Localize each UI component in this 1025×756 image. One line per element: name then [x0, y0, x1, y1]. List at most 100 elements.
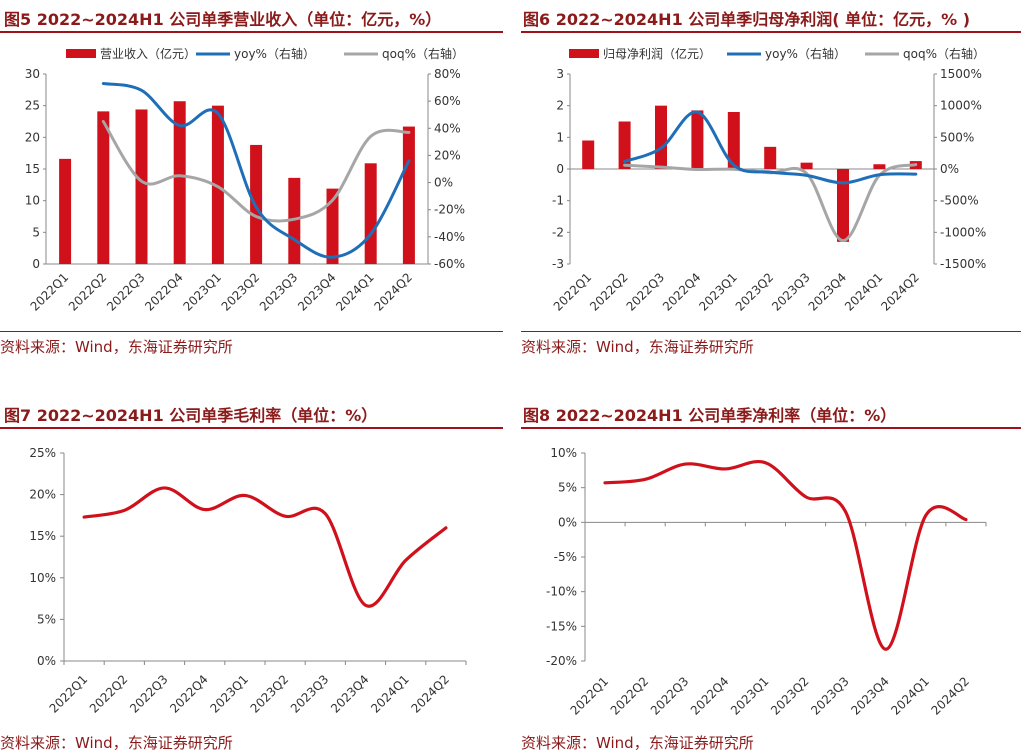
- legend-label: yoy%（右轴）: [765, 46, 846, 61]
- right-tick-label: 40%: [434, 121, 461, 135]
- right-tick-label: -60%: [434, 257, 465, 271]
- legend-label: qoq%（右轴）: [382, 46, 464, 61]
- bar: [873, 164, 886, 169]
- x-tick-label: 2022Q4: [660, 270, 704, 314]
- x-tick-label: 2023Q2: [768, 674, 812, 718]
- legend-label: qoq%（右轴）: [903, 46, 985, 61]
- legend-label: 归母净利润（亿元）: [603, 46, 711, 61]
- x-tick-label: 2024Q1: [888, 674, 932, 718]
- right-tick-label: 80%: [434, 67, 461, 81]
- x-tick-label: 2023Q2: [219, 270, 263, 314]
- right-tick-label: -500%: [940, 194, 979, 208]
- bar: [364, 163, 377, 264]
- left-tick-label: 3: [556, 67, 564, 81]
- x-tick-label: 2022Q3: [648, 674, 692, 718]
- left-tick-label: 2: [556, 99, 564, 113]
- left-tick-label: 25: [25, 99, 40, 113]
- bar: [135, 109, 148, 264]
- bar: [211, 105, 224, 265]
- right-tick-label: 0%: [434, 176, 453, 190]
- bar: [618, 121, 631, 169]
- x-tick-label: 2022Q1: [568, 674, 612, 718]
- x-tick-label: 2022Q2: [608, 674, 652, 718]
- x-tick-label: 2022Q3: [127, 672, 171, 716]
- legend-swatch-bar: [66, 49, 96, 58]
- legend-swatch-bar: [569, 49, 599, 58]
- y-tick-label: 25%: [29, 446, 56, 460]
- y-tick-label: 5%: [37, 612, 56, 626]
- x-tick-label: 2022Q1: [47, 672, 91, 716]
- x-tick-label: 2023Q2: [733, 270, 777, 314]
- y-tick-label: -20%: [546, 654, 577, 668]
- x-tick-label: 2023Q2: [248, 672, 292, 716]
- right-tick-label: 500%: [940, 130, 974, 144]
- left-tick-label: -3: [552, 257, 564, 271]
- y-tick-label: 5%: [558, 481, 577, 495]
- left-tick-label: -1: [552, 194, 564, 208]
- right-tick-label: 60%: [434, 94, 461, 108]
- y-tick-label: -10%: [546, 585, 577, 599]
- chart-title: 图8 2022~2024H1 公司单季净利率（单位：%）: [523, 406, 897, 425]
- x-tick-label: 2024Q2: [408, 672, 452, 716]
- series-line: [603, 460, 968, 651]
- left-tick-label: 0: [556, 162, 564, 176]
- right-tick-label: 0%: [940, 162, 959, 176]
- x-tick-label: 2024Q1: [333, 270, 377, 314]
- yoy-line: [623, 110, 918, 185]
- net-margin-chart: -20% -15% -10% -5% 0% 5% 10% 2022Q12022Q22022Q3…: [546, 446, 987, 718]
- left-tick-label: -2: [552, 225, 564, 239]
- y-tick-label: 10%: [550, 446, 577, 460]
- y-tick-label: 15%: [29, 529, 56, 543]
- x-tick-label: 2023Q1: [207, 672, 251, 716]
- x-tick-label: 2022Q3: [624, 270, 668, 314]
- source-note: 资料来源：Wind，东海证券研究所: [0, 338, 233, 356]
- x-tick-label: 2022Q2: [587, 270, 631, 314]
- title-rule: [521, 427, 1021, 429]
- x-tick-label: 2023Q4: [328, 672, 372, 716]
- x-tick-label: 2024Q2: [878, 270, 922, 314]
- gross-margin-chart: 0% 5% 10% 15% 20% 25% 2022Q12022Q22022Q32022Q4…: [29, 446, 467, 716]
- right-tick-label: 20%: [434, 148, 461, 162]
- right-tick-label: 1000%: [940, 99, 982, 113]
- right-tick-label: 1500%: [940, 67, 982, 81]
- x-tick-label: 2023Q4: [295, 270, 339, 314]
- left-tick-label: 30: [25, 67, 40, 81]
- bar: [800, 162, 813, 169]
- chart-title: 图7 2022~2024H1 公司单季毛利率（单位：%）: [4, 406, 378, 425]
- source-note: 资料来源：Wind，东海证券研究所: [521, 338, 754, 356]
- x-tick-label: 2022Q2: [87, 672, 131, 716]
- x-tick-label: 2022Q4: [688, 674, 732, 718]
- right-tick-label: -1000%: [940, 225, 986, 239]
- revenue-chart: 0 5 10 15 20 25 30 -60% -40% -20% 0% 20% 40% 60% 80% 20…: [25, 46, 465, 314]
- x-tick-label: 2024Q1: [842, 270, 886, 314]
- chart-panel-net-profit: 图6 2022~2024H1 公司单季归母净利润( 单位：亿元，% ) -3 -2…: [521, 0, 1025, 370]
- left-tick-label: 10: [25, 194, 40, 208]
- x-tick-label: 2023Q3: [257, 270, 301, 314]
- bar: [691, 110, 704, 169]
- source-rule: [521, 331, 1021, 332]
- source-note: 资料来源：Wind，东海证券研究所: [0, 734, 233, 752]
- left-tick-label: 20: [25, 130, 40, 144]
- x-tick-label: 2023Q3: [769, 270, 813, 314]
- title-rule: [0, 427, 503, 429]
- bar: [582, 140, 595, 169]
- chart-panel-gross-margin: 图7 2022~2024H1 公司单季毛利率（单位：%） 0% 5% 10% 15% 2…: [0, 396, 503, 756]
- x-tick-label: 2022Q4: [142, 270, 186, 314]
- left-tick-label: 0: [32, 257, 40, 271]
- chart-title: 图6 2022~2024H1 公司单季归母净利润( 单位：亿元，% ): [523, 10, 971, 29]
- left-tick-label: 15: [25, 162, 40, 176]
- bar: [402, 126, 415, 264]
- left-tick-label: 5: [32, 225, 40, 239]
- bar: [326, 188, 339, 264]
- qoq-line: [101, 120, 411, 223]
- bar: [59, 158, 72, 264]
- bar: [655, 105, 667, 169]
- chart-title: 图5 2022~2024H1 公司单季营业收入（单位：亿元，%）: [4, 10, 442, 29]
- legend-label: 营业收入（亿元）: [100, 46, 196, 61]
- bar: [97, 111, 110, 264]
- yoy-line: [101, 82, 411, 259]
- left-tick-label: 1: [556, 130, 564, 144]
- x-tick-label: 2022Q3: [104, 270, 148, 314]
- y-tick-label: 20%: [29, 488, 56, 502]
- title-rule: [521, 31, 1021, 33]
